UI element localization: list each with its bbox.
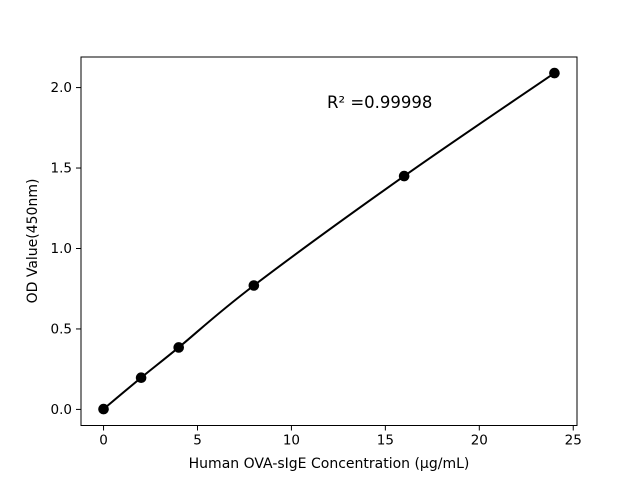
axes-spines	[80, 56, 578, 426]
data-point-marker	[248, 280, 260, 291]
x-axis-label: Human OVA-sIgE Concentration (µg/mL)	[189, 456, 470, 472]
data-point-marker	[98, 403, 109, 415]
y-tick-label: 2.0	[51, 80, 72, 96]
chart-plot-area: 0 5 10 15 20 25 0.0 0.5 1.0 1.5 2.0	[51, 56, 582, 449]
y-tick-label: 1.5	[51, 161, 72, 177]
x-tick-label: 5	[193, 433, 202, 449]
y-axis-label: OD Value(450nm)	[25, 179, 41, 304]
data-point-marker	[398, 170, 410, 182]
data-point-marker	[135, 372, 147, 384]
y-tick-label: 0.5	[51, 321, 72, 337]
r-squared-annotation: R² =0.99998	[327, 93, 432, 112]
standard-curve-line	[102, 72, 556, 410]
x-tick-label: 20	[471, 433, 488, 449]
y-tick-label: 1.0	[51, 241, 72, 257]
data-point-marker	[549, 67, 560, 79]
data-point-marker	[173, 342, 184, 353]
x-tick-label: 15	[377, 433, 394, 449]
x-tick-label: 10	[283, 433, 300, 449]
x-tick-label: 25	[565, 433, 582, 449]
y-tick-label: 0.0	[51, 402, 72, 418]
x-tick-label: 0	[99, 433, 108, 449]
